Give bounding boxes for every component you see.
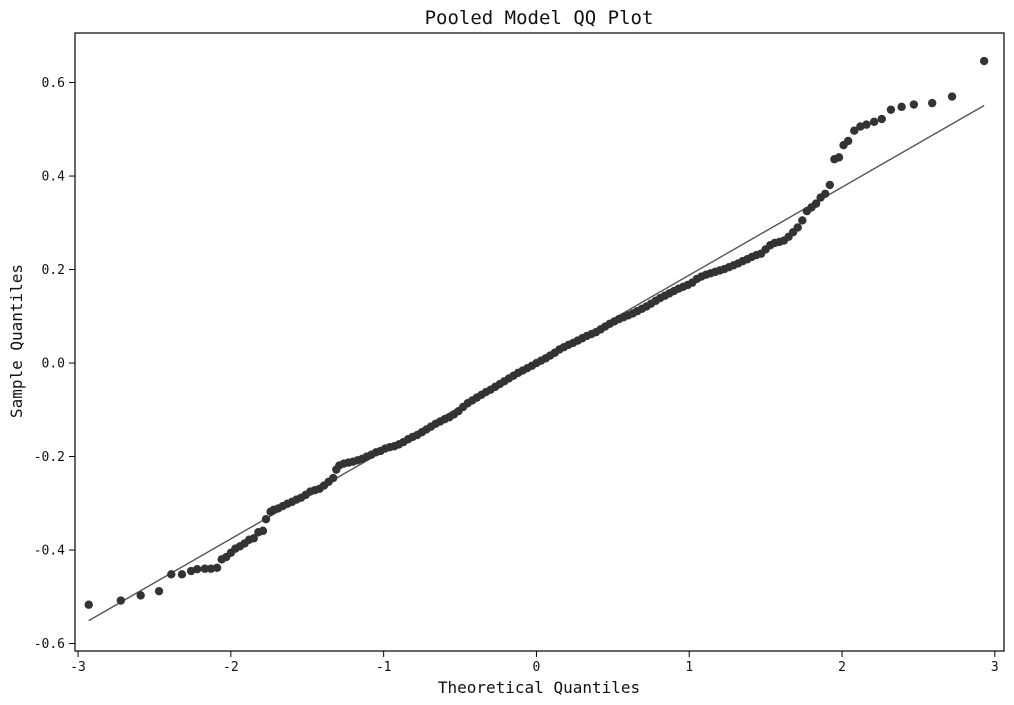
- plot-area: [74, 32, 1005, 652]
- x-tick-label: -3: [70, 660, 86, 675]
- y-tick-label: -0.4: [34, 544, 65, 559]
- data-point: [862, 120, 871, 129]
- x-tick-label: -2: [223, 660, 239, 675]
- y-tick-label: -0.2: [34, 450, 65, 465]
- data-point: [886, 105, 896, 114]
- y-axis: -0.6 -0.4 -0.2 0.0 0.2 0.4 0.6: [34, 76, 75, 652]
- data-point: [821, 189, 830, 199]
- data-point: [167, 570, 176, 579]
- data-point: [825, 180, 835, 190]
- data-point: [200, 564, 210, 573]
- data-point: [793, 223, 802, 232]
- x-axis-label: Theoretical Quantiles: [438, 678, 640, 697]
- data-point: [249, 534, 258, 543]
- x-tick-label: 2: [838, 660, 846, 675]
- data-point: [798, 216, 807, 225]
- chart-title: Pooled Model QQ Plot: [425, 7, 654, 29]
- data-point: [212, 563, 222, 572]
- data-point: [927, 98, 937, 108]
- x-axis: -3 -2 -1 0 1 2 3: [70, 651, 999, 675]
- data-point: [850, 126, 859, 135]
- y-tick-label: 0.6: [42, 76, 65, 91]
- data-point: [116, 596, 126, 605]
- data-point: [869, 117, 879, 127]
- y-tick-label: -0.6: [34, 637, 65, 652]
- data-point: [154, 586, 164, 596]
- data-point: [261, 514, 271, 524]
- data-point: [897, 102, 906, 112]
- y-tick-label: 0.4: [42, 170, 66, 185]
- data-point: [258, 526, 268, 536]
- data-point: [177, 570, 187, 579]
- x-tick-label: 1: [685, 660, 693, 675]
- y-tick-label: 0.0: [42, 357, 65, 372]
- data-point: [136, 591, 145, 600]
- y-tick-label: 0.2: [42, 263, 65, 278]
- data-point: [947, 92, 957, 101]
- plot-frame: [74, 32, 1005, 652]
- x-tick-label: -1: [376, 660, 392, 675]
- x-tick-label: 0: [533, 660, 541, 675]
- data-point: [811, 199, 821, 208]
- data-point: [84, 600, 93, 609]
- x-tick-label: 3: [991, 660, 999, 675]
- data-point: [909, 100, 919, 109]
- data-point: [843, 136, 853, 146]
- data-point: [193, 564, 202, 574]
- data-point: [834, 153, 844, 162]
- data-point: [329, 473, 338, 483]
- y-axis-label: Sample Quantiles: [7, 264, 26, 418]
- data-point: [877, 114, 886, 124]
- data-point: [979, 56, 989, 66]
